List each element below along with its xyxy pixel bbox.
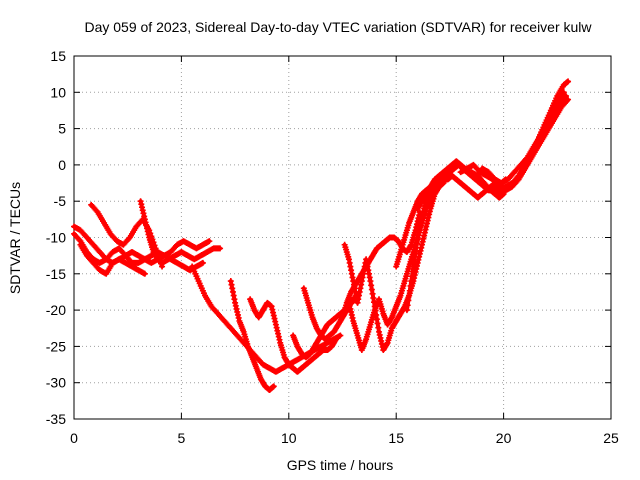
x-axis: 0 5 10 15 20 25 bbox=[70, 56, 619, 446]
series-arc-5 bbox=[137, 198, 224, 266]
data-point bbox=[217, 245, 224, 252]
data-point bbox=[270, 383, 277, 390]
data-point bbox=[333, 336, 340, 343]
series-arc-7 bbox=[227, 278, 277, 393]
x-tick-label: 10 bbox=[281, 430, 297, 446]
x-tick-label: 0 bbox=[70, 430, 78, 446]
y-axis-label: SDTVAR / TECUs bbox=[7, 182, 23, 294]
x-tick-label: 25 bbox=[603, 430, 619, 446]
y-tick-label: 0 bbox=[58, 157, 66, 173]
chart-title: Day 059 of 2023, Sidereal Day-to-day VTE… bbox=[84, 19, 592, 35]
y-tick-label: -15 bbox=[46, 266, 66, 282]
data-series-group bbox=[71, 78, 572, 393]
y-tick-label: -10 bbox=[46, 230, 66, 246]
x-axis-label: GPS time / hours bbox=[287, 457, 394, 473]
y-tick-label: 10 bbox=[50, 84, 66, 100]
series-arc-12 bbox=[341, 180, 447, 354]
y-tick-label: -30 bbox=[46, 375, 66, 391]
y-tick-label: 15 bbox=[50, 48, 66, 64]
y-axis: -35 -30 -25 -20 -15 -10 -5 0 5 10 15 bbox=[46, 48, 611, 427]
data-point bbox=[565, 96, 572, 103]
data-point bbox=[560, 89, 567, 96]
x-tick-label: 20 bbox=[496, 430, 512, 446]
series-arc-4 bbox=[88, 201, 166, 270]
x-tick-label: 15 bbox=[388, 430, 404, 446]
series-arc-8 bbox=[247, 296, 340, 375]
data-point bbox=[199, 259, 206, 266]
y-tick-label: 5 bbox=[58, 121, 66, 137]
series-arc-3 bbox=[77, 241, 148, 277]
y-tick-label: -35 bbox=[46, 411, 66, 427]
series-arc-20 bbox=[496, 89, 567, 194]
data-point bbox=[206, 238, 213, 245]
data-point bbox=[141, 270, 148, 277]
data-point bbox=[565, 78, 572, 85]
y-tick-label: -25 bbox=[46, 338, 66, 354]
y-tick-label: -5 bbox=[54, 193, 67, 209]
y-tick-label: -20 bbox=[46, 302, 66, 318]
x-tick-label: 5 bbox=[178, 430, 186, 446]
data-point bbox=[337, 332, 344, 339]
